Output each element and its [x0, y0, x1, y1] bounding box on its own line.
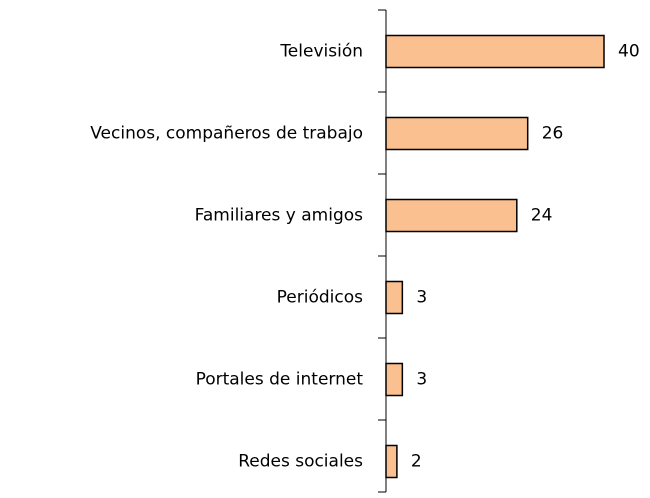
data-label: 2 [411, 452, 422, 472]
data-label: 3 [416, 370, 427, 390]
bar [385, 362, 404, 397]
y-tick-label: Televisión [279, 42, 363, 62]
data-label: 40 [618, 42, 640, 62]
data-label: 26 [542, 124, 564, 144]
bar [385, 198, 518, 233]
bar [385, 116, 529, 151]
y-tick-label: Portales de internet [196, 370, 364, 390]
y-tick-label: Redes sociales [238, 452, 363, 472]
y-tick-label: Familiares y amigos [195, 206, 363, 226]
bar [385, 280, 404, 315]
data-label: 3 [416, 288, 427, 308]
bar [385, 34, 605, 69]
data-label: 24 [531, 206, 553, 226]
bar [385, 444, 398, 479]
y-tick-label: Periódicos [277, 288, 363, 308]
y-tick-label: Vecinos, compañeros de trabajo [90, 124, 363, 144]
